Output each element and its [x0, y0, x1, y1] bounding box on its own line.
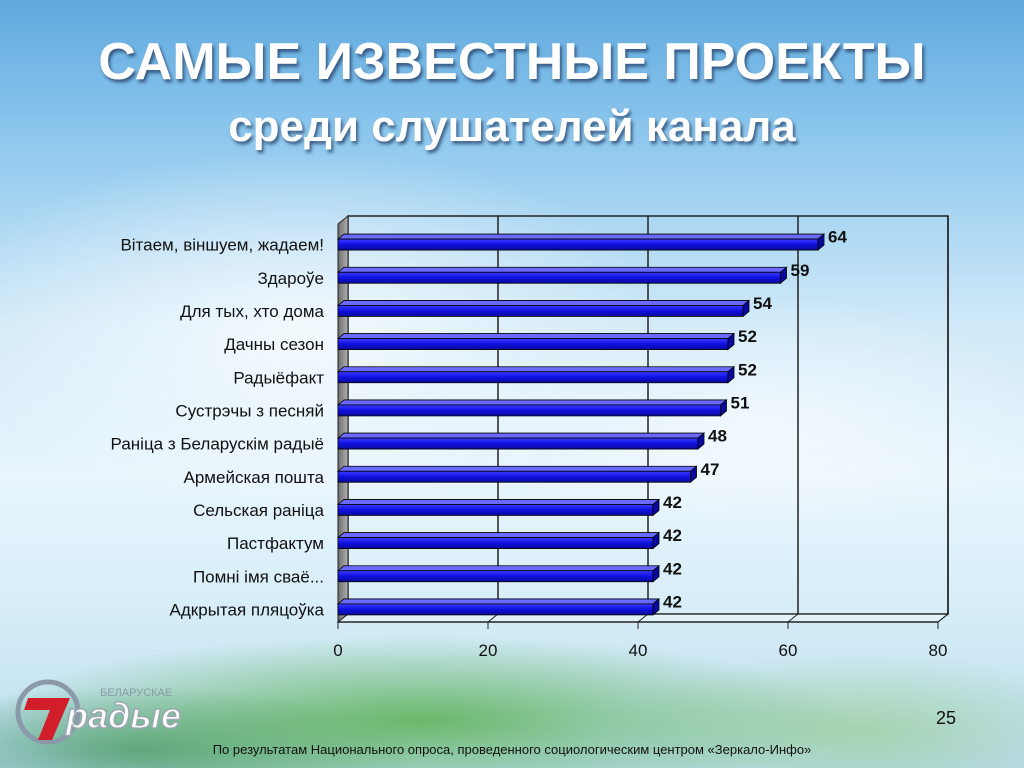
- bar: [337, 570, 654, 583]
- bar-end: [652, 564, 660, 583]
- bar-top: [336, 333, 736, 339]
- bar: [337, 537, 654, 549]
- category-label: Здароўе: [257, 269, 324, 288]
- bar-end: [780, 266, 787, 285]
- bar-end: [817, 233, 825, 251]
- category-label: Пастфактум: [227, 534, 324, 553]
- category-label: Раніца з Беларускім радыё: [111, 435, 324, 454]
- bar-end: [652, 531, 660, 550]
- value-label: 48: [708, 427, 727, 446]
- logo-ring-icon: [15, 679, 81, 745]
- bar-top: [336, 465, 698, 472]
- category-label: Армейская пошта: [184, 468, 325, 487]
- bar-end: [652, 498, 660, 517]
- bar-end: [652, 598, 660, 616]
- value-label: 52: [738, 360, 757, 379]
- bar: [337, 238, 819, 251]
- page-number: 25: [936, 708, 957, 728]
- value-label: 42: [663, 526, 682, 545]
- value-label: 59: [791, 261, 810, 280]
- bar: [337, 404, 721, 417]
- bar-top: [336, 499, 661, 505]
- value-label: 54: [753, 294, 772, 313]
- gridline-floor: [637, 613, 649, 623]
- radio-logo: БЕЛАРУСКАЕ радые: [15, 679, 182, 745]
- bar: [337, 371, 729, 384]
- value-label: 42: [663, 559, 682, 578]
- logo-small-text: БЕЛАРУСКАЕ: [100, 687, 172, 699]
- bar-top: [336, 366, 736, 373]
- value-label: 42: [663, 493, 682, 512]
- category-label: Для тых, хто дома: [180, 302, 324, 321]
- logo-mark-icon: [24, 698, 70, 740]
- value-label: 42: [663, 592, 682, 611]
- bar-end: [690, 465, 697, 484]
- category-label: Сельская раніца: [193, 501, 324, 520]
- bar-top: [336, 233, 826, 240]
- bar-top: [336, 399, 728, 406]
- x-tick-label: 80: [929, 641, 948, 660]
- bar-top: [336, 300, 751, 306]
- bar-end: [720, 399, 727, 417]
- bar-end: [697, 432, 705, 450]
- bar-top: [336, 532, 661, 538]
- bar-end: [742, 299, 750, 318]
- bar: [337, 271, 781, 284]
- bar-top: [336, 565, 661, 572]
- bar-top: [336, 266, 788, 273]
- bar-top: [336, 598, 661, 605]
- value-label: 51: [731, 393, 750, 412]
- bar: [337, 470, 691, 483]
- category-label: Сустрэчы з песняй: [175, 401, 324, 420]
- bar: [337, 305, 744, 317]
- category-label: Радыёфакт: [233, 368, 324, 387]
- page-title: САМЫЕ ИЗВЕСТНЫЕ ПРОЕКТЫ: [98, 33, 926, 91]
- logo-text: радые: [65, 695, 181, 736]
- value-label: 47: [701, 460, 720, 479]
- bar: [337, 603, 654, 616]
- category-label: Помні імя сваё...: [193, 567, 324, 586]
- gridline-floor: [937, 613, 949, 623]
- value-label: 52: [738, 327, 757, 346]
- gridline-floor: [787, 613, 799, 623]
- bar-top: [336, 432, 706, 439]
- background-grass: [0, 600, 1024, 768]
- value-label: 64: [828, 228, 847, 247]
- bar: [337, 437, 699, 450]
- category-label: Дачны сезон: [224, 335, 324, 354]
- x-tick-label: 20: [479, 641, 498, 660]
- bar-end: [727, 365, 735, 384]
- bar-end: [727, 332, 735, 351]
- x-tick-label: 40: [629, 641, 648, 660]
- footnote: По результатам Национального опроса, про…: [212, 742, 812, 757]
- gridline-floor: [487, 613, 499, 623]
- bar: [337, 338, 729, 350]
- x-tick-label: 60: [779, 641, 798, 660]
- category-label: Вітаем, віншуем, жадаем!: [120, 236, 324, 255]
- bar: [337, 504, 654, 516]
- category-label: Адкрытая пляцоўка: [170, 600, 325, 619]
- page-subtitle: среди слушателей канала: [228, 102, 796, 151]
- x-tick-label: 0: [333, 641, 342, 660]
